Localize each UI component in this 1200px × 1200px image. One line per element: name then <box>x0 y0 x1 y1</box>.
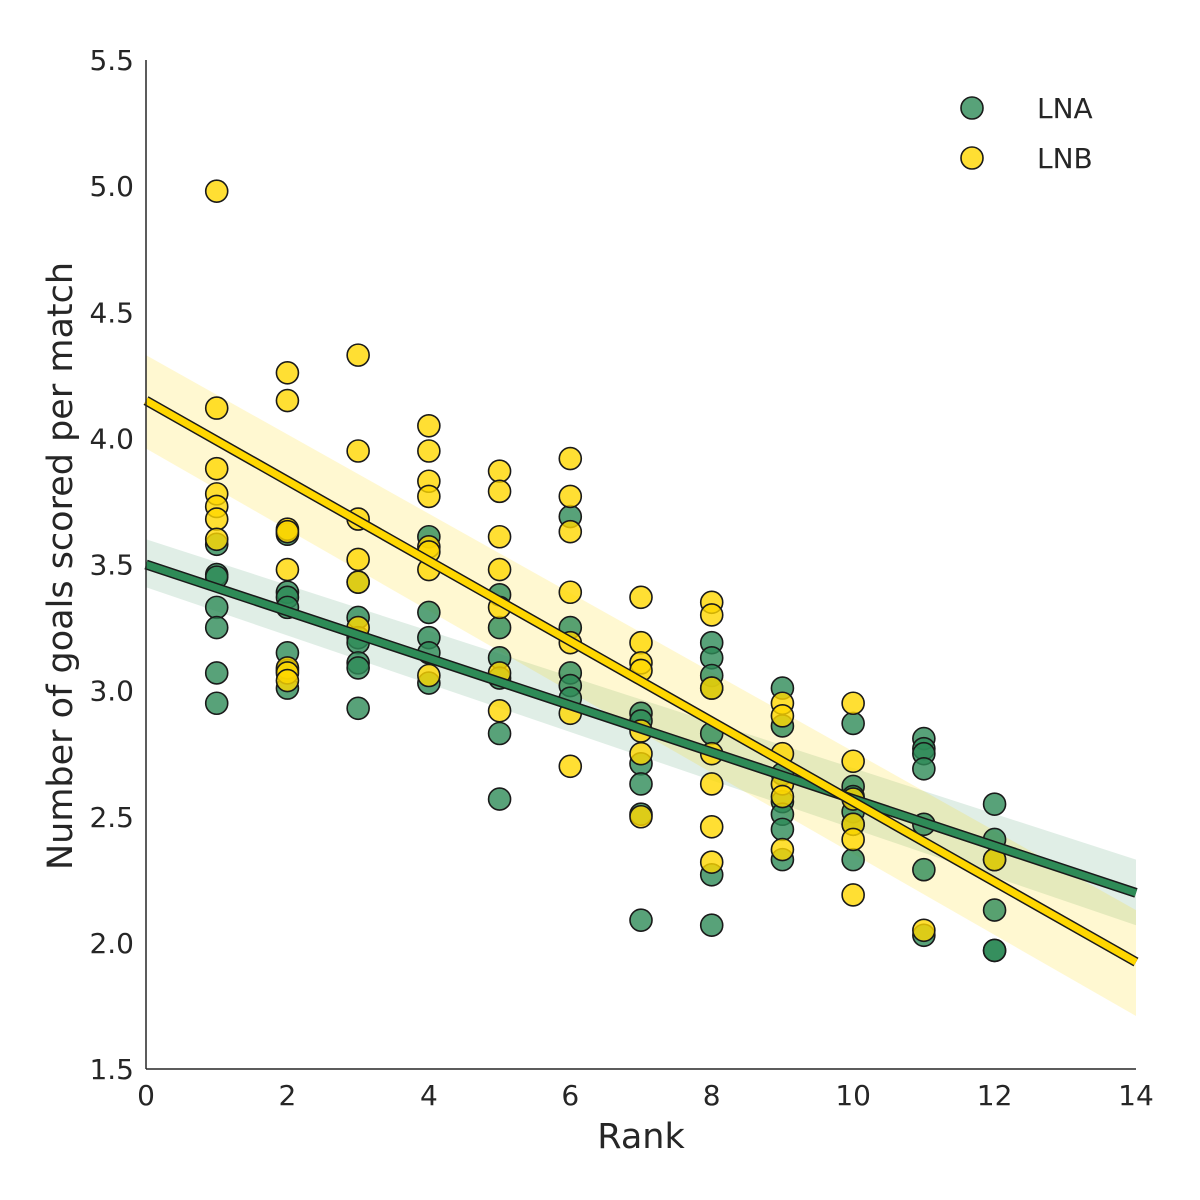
data-point-lnb <box>629 741 653 766</box>
data-point-lna <box>982 898 1007 922</box>
data-point-lnb <box>275 668 300 693</box>
data-point-lna <box>346 696 370 721</box>
data-point-lnb <box>487 699 512 723</box>
y-tick-label: 5.0 <box>89 170 134 203</box>
y-tick-labels: 1.5 2.0 2.5 3.0 3.5 4.0 4.5 5.0 5.5 <box>89 44 134 1086</box>
data-point-lnb <box>417 439 441 463</box>
data-point-lnb <box>346 439 370 463</box>
x-tick-label: 14 <box>1118 1079 1154 1112</box>
regression-line-fill <box>144 397 1138 966</box>
data-point-lna <box>204 615 229 640</box>
data-point-lnb <box>699 676 724 700</box>
data-point-lnb <box>699 772 724 796</box>
data-point-lna <box>629 908 653 932</box>
data-point-lnb <box>346 343 370 367</box>
y-tick-label: 4.0 <box>89 422 134 455</box>
data-point-lnb <box>770 704 795 728</box>
data-point-lna <box>841 711 865 736</box>
data-point-lnb <box>558 484 583 509</box>
data-point-lna <box>204 691 229 716</box>
data-point-lnb <box>841 827 865 852</box>
data-point-lna <box>346 656 370 680</box>
data-point-lnb <box>912 918 936 943</box>
regression-line-lna <box>144 559 1138 898</box>
x-tick-label: 8 <box>703 1079 721 1112</box>
x-tick-label: 10 <box>835 1079 871 1112</box>
data-point-lnb <box>699 815 724 839</box>
x-tick-label: 4 <box>420 1079 438 1112</box>
data-point-lnb <box>487 459 512 483</box>
data-point-lnb <box>346 547 370 572</box>
data-point-lna <box>204 661 229 685</box>
data-point-lna <box>982 792 1007 816</box>
data-point-lnb <box>558 446 583 471</box>
data-point-lnb <box>487 524 512 549</box>
data-point-lnb <box>699 850 724 874</box>
data-point-lnb <box>629 585 653 610</box>
data-point-lnb <box>417 484 441 509</box>
data-point-lnb <box>841 691 865 716</box>
data-point-lnb <box>558 580 583 605</box>
y-tick-label: 4.5 <box>89 296 134 329</box>
data-point-lna <box>982 938 1007 963</box>
regression-line-lnb <box>143 396 1139 967</box>
regression-lines <box>143 396 1139 967</box>
x-tick-label: 12 <box>977 1079 1013 1112</box>
y-tick-label: 2.0 <box>89 927 134 960</box>
data-point-lnb <box>275 360 300 385</box>
x-axis-title: Rank <box>597 1117 685 1157</box>
data-point-lna <box>629 772 653 796</box>
data-point-lnb <box>629 804 653 829</box>
legend-marker-lna <box>960 96 984 120</box>
data-point-lnb <box>275 388 300 413</box>
data-point-lna <box>487 787 512 811</box>
data-point-lnb <box>629 630 653 655</box>
legend-label-lnb: LNB <box>1037 142 1093 175</box>
data-point-lnb <box>204 179 229 203</box>
data-point-lna <box>204 595 229 620</box>
data-point-lnb <box>770 784 795 809</box>
y-tick-label: 3.0 <box>89 675 134 708</box>
legend: LNA LNB <box>960 92 1093 175</box>
y-axis-title: Number of goals scored per match <box>41 262 81 870</box>
data-point-lna <box>770 817 795 842</box>
data-point-lnb <box>204 396 229 420</box>
data-point-lnb <box>487 479 512 504</box>
data-point-lnb <box>770 837 795 862</box>
data-point-lnb <box>841 883 865 907</box>
data-point-lnb <box>558 754 583 779</box>
data-point-lnb <box>699 603 724 627</box>
data-point-lnb <box>487 557 512 582</box>
data-point-lnb <box>204 527 229 552</box>
data-point-lna <box>841 847 865 872</box>
data-point-lnb <box>841 749 865 774</box>
regression-line-fill <box>144 561 1138 897</box>
data-point-lnb <box>346 570 370 594</box>
data-point-lna <box>699 913 724 938</box>
data-point-lna <box>912 757 936 781</box>
y-tick-label: 5.5 <box>89 44 134 77</box>
data-point-lnb <box>417 413 441 438</box>
legend-label-lna: LNA <box>1037 92 1093 125</box>
y-tick-label: 1.5 <box>89 1053 134 1086</box>
data-point-lnb <box>275 557 300 582</box>
data-point-lnb <box>275 519 300 544</box>
x-tick-label: 6 <box>561 1079 579 1112</box>
legend-marker-lnb <box>960 146 984 170</box>
x-tick-label: 0 <box>137 1079 155 1112</box>
data-point-lna <box>487 721 512 746</box>
data-point-lna <box>912 857 936 882</box>
data-point-lna <box>417 600 441 625</box>
y-tick-label: 2.5 <box>89 801 134 834</box>
data-point-lna <box>487 615 512 640</box>
data-point-lnb <box>558 519 583 544</box>
x-tick-label: 2 <box>279 1079 297 1112</box>
data-point-lnb <box>417 663 441 688</box>
y-tick-label: 3.5 <box>89 549 134 582</box>
data-points <box>204 179 1007 963</box>
x-tick-labels: 0 2 4 6 8 10 12 14 <box>137 1079 1154 1112</box>
data-point-lnb <box>204 456 229 481</box>
data-point-lnb <box>204 507 229 531</box>
